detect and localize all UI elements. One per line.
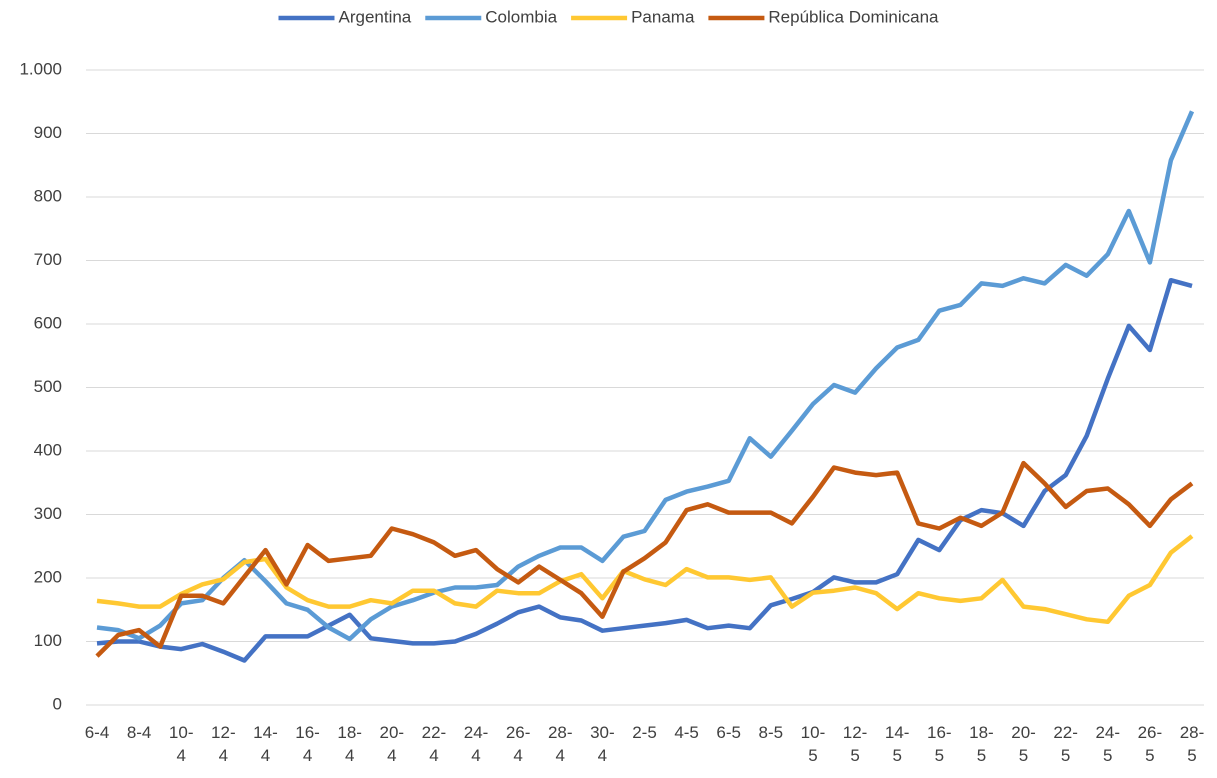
- x-tick-label: 16-5: [927, 723, 952, 765]
- y-tick-label: 200: [34, 567, 62, 586]
- x-tick-label: 14-5: [884, 723, 910, 765]
- x-tick-label: 24-4: [463, 723, 489, 765]
- x-tick-label: 8-5: [758, 723, 784, 742]
- y-tick-label: 0: [53, 694, 62, 713]
- x-tick-label: 18-4: [337, 723, 362, 765]
- x-tick-label: 30-4: [590, 723, 615, 765]
- legend-label: Panama: [631, 7, 695, 26]
- y-tick-label: 300: [34, 504, 62, 523]
- legend-label: Argentina: [338, 7, 411, 26]
- x-tick-label: 10-4: [168, 723, 194, 765]
- x-tick-label: 22-4: [421, 723, 447, 765]
- y-tick-label: 600: [34, 313, 62, 332]
- x-tick-label: 28-4: [547, 723, 573, 765]
- x-tick-label: 10-5: [800, 723, 826, 765]
- x-tick-label: 20-5: [1011, 723, 1036, 765]
- legend-label: Colombia: [485, 7, 557, 26]
- y-tick-label: 800: [34, 186, 62, 205]
- series-line: [96, 534, 1194, 625]
- x-tick-label: 28-5: [1179, 723, 1205, 765]
- x-tick-label: 4-5: [674, 723, 699, 742]
- y-tick-label: 700: [34, 250, 62, 269]
- series-line: [95, 460, 1194, 658]
- x-tick-label: 26-4: [505, 723, 531, 765]
- x-tick-label: 8-4: [126, 723, 152, 742]
- x-tick-label: 26-5: [1137, 723, 1163, 765]
- x-tick-label: 20-4: [379, 723, 405, 765]
- x-tick-label: 24-5: [1095, 723, 1121, 765]
- y-tick-label: 100: [34, 631, 62, 650]
- y-tick-label: 500: [34, 377, 62, 396]
- x-tick-label: 22-5: [1053, 723, 1078, 765]
- x-tick-label: 2-5: [632, 723, 657, 742]
- series-line: [96, 110, 1195, 642]
- y-tick-label: 400: [34, 440, 62, 459]
- x-tick-label: 6-5: [716, 723, 741, 742]
- series-line: [96, 277, 1193, 663]
- x-tick-label: 6-4: [84, 723, 110, 742]
- x-tick-label: 12-5: [842, 723, 868, 765]
- x-tick-label: 16-4: [295, 723, 320, 765]
- x-tick-label: 14-4: [253, 723, 278, 765]
- x-tick-label: 12-4: [211, 723, 236, 765]
- y-tick-label: 1.000: [19, 59, 62, 78]
- y-tick-label: 900: [34, 123, 62, 142]
- legend-label: República Dominicana: [768, 7, 939, 26]
- x-tick-label: 18-5: [969, 723, 994, 765]
